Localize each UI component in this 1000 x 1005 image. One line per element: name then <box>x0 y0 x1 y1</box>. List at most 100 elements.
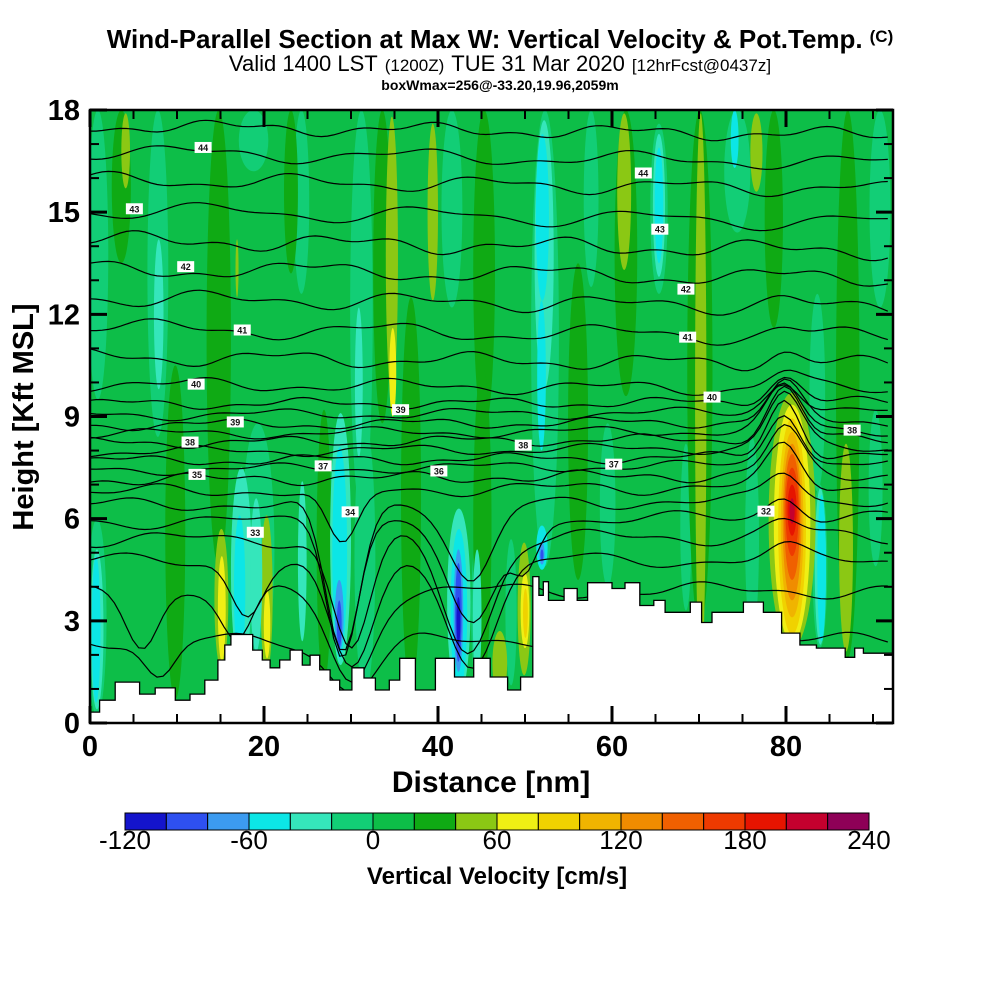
contour-label-box <box>226 416 244 428</box>
contour-label-box <box>125 203 143 215</box>
colorbar-tick-label: 60 <box>483 825 512 855</box>
contour-label-box <box>314 460 332 472</box>
pot-temp-contour-line <box>90 369 888 396</box>
pot-temp-contours <box>90 119 889 694</box>
y-axis-title: Height [Kft MSL] <box>8 303 40 530</box>
subtitle-zulu: (1200Z) <box>385 56 445 75</box>
pot-temp-contour-line <box>90 145 888 171</box>
terrain-outline <box>90 575 893 713</box>
contour-label-value: 44 <box>198 143 208 153</box>
field-band <box>385 116 398 397</box>
pot-temp-contour-line <box>90 540 888 669</box>
x-axis-title: Distance [nm] <box>392 766 590 799</box>
field-band <box>505 539 517 686</box>
pot-temp-contour-line <box>90 119 888 142</box>
contour-label-box <box>341 506 359 518</box>
field-band <box>336 600 342 649</box>
contour-label-value: 43 <box>129 204 139 214</box>
pot-temp-contour-line <box>90 384 888 422</box>
contour-label-box <box>181 436 199 448</box>
pot-temp-contour-line <box>90 498 888 657</box>
pot-temp-contour-line <box>90 441 888 543</box>
contour-label-box <box>605 458 623 470</box>
x-tick-label: 40 <box>422 731 454 763</box>
field-band <box>427 123 438 301</box>
contour-label-value: 41 <box>237 325 247 335</box>
y-tick-label: 9 <box>64 402 80 434</box>
colorbar-tick-label: 120 <box>599 825 642 855</box>
field-band <box>293 110 310 294</box>
field-band <box>354 307 363 458</box>
y-tick-label: 3 <box>64 606 80 638</box>
y-tick-label: 15 <box>48 197 80 229</box>
field-band <box>540 549 544 562</box>
colorbar-tick-label: 0 <box>366 825 380 855</box>
field-band <box>165 365 186 700</box>
contour-label-value: 33 <box>250 528 260 538</box>
contour-label-box <box>177 261 195 273</box>
pot-temp-contour-line <box>90 385 888 450</box>
contour-label-box <box>392 404 410 416</box>
subtitle-date: TUE 31 Mar 2020 <box>451 51 625 76</box>
pot-temp-contour-line <box>90 423 888 487</box>
field-band <box>535 133 549 301</box>
colorbar-tick-label: 240 <box>847 825 890 855</box>
field-band <box>809 293 826 492</box>
field-band <box>441 110 463 308</box>
contour-label-value: 41 <box>683 333 693 343</box>
x-tick-label: 0 <box>82 731 98 763</box>
contour-label-value: 35 <box>192 470 202 480</box>
contour-label-value: 44 <box>638 169 648 179</box>
contour-label-value: 38 <box>847 426 857 436</box>
plot-border <box>88 108 895 725</box>
pot-temp-contour-line <box>90 170 888 198</box>
field-band <box>263 590 271 659</box>
field-band <box>745 436 760 638</box>
field-band <box>583 110 599 288</box>
vertical-velocity-field <box>90 110 893 723</box>
field-band <box>284 110 298 274</box>
field-band <box>153 239 164 390</box>
y-tick-label: 18 <box>48 95 80 127</box>
colorbar-tick-label: 180 <box>723 825 766 855</box>
x-tick-label: 60 <box>596 731 628 763</box>
colorbar-tick-label: -60 <box>230 825 268 855</box>
pot-temp-contour-line <box>90 390 888 458</box>
y-tick-label: 0 <box>64 708 80 740</box>
field-band <box>750 113 763 192</box>
contour-labels: 44 44 43 43 42 42 41 41 40 40 39 39 38 38 38 37 37 36 35 34… <box>125 141 861 538</box>
contour-label-box <box>677 283 695 295</box>
field-band <box>537 300 546 451</box>
contour-label-box <box>757 505 775 517</box>
field-band <box>817 494 827 642</box>
field-band <box>206 110 231 567</box>
colorbar: -120 -60 0 60 120 180 240 <box>99 812 891 855</box>
colorbar-tick-label: -120 <box>99 825 151 855</box>
colorbar-segment <box>785 812 829 831</box>
terrain-fill <box>90 576 893 723</box>
contour-label-box <box>430 465 448 477</box>
pot-temp-contour-line <box>90 260 888 287</box>
field-band <box>91 556 101 703</box>
contour-label-box <box>246 526 264 538</box>
pot-temp-contour-line <box>90 376 888 410</box>
pot-temp-contour-line <box>90 289 889 316</box>
field-band <box>724 110 751 233</box>
y-tick-label: 12 <box>48 299 80 331</box>
field-band <box>121 113 131 189</box>
pot-temp-contour-line <box>90 202 888 232</box>
contour-label-box <box>651 223 669 235</box>
colorbar-title: Vertical Velocity [cm/s] <box>367 863 627 890</box>
colorbar-segment <box>413 812 457 831</box>
field-band <box>839 443 853 652</box>
contour-label-value: 34 <box>345 507 355 517</box>
field-band <box>233 515 246 666</box>
contour-label-value: 36 <box>434 466 444 476</box>
contour-label-box <box>634 167 652 179</box>
field-band <box>354 423 376 693</box>
field-band <box>568 263 589 580</box>
chart-info-line: boxWmax=256@-33.20,19.96,2059m <box>381 77 618 93</box>
